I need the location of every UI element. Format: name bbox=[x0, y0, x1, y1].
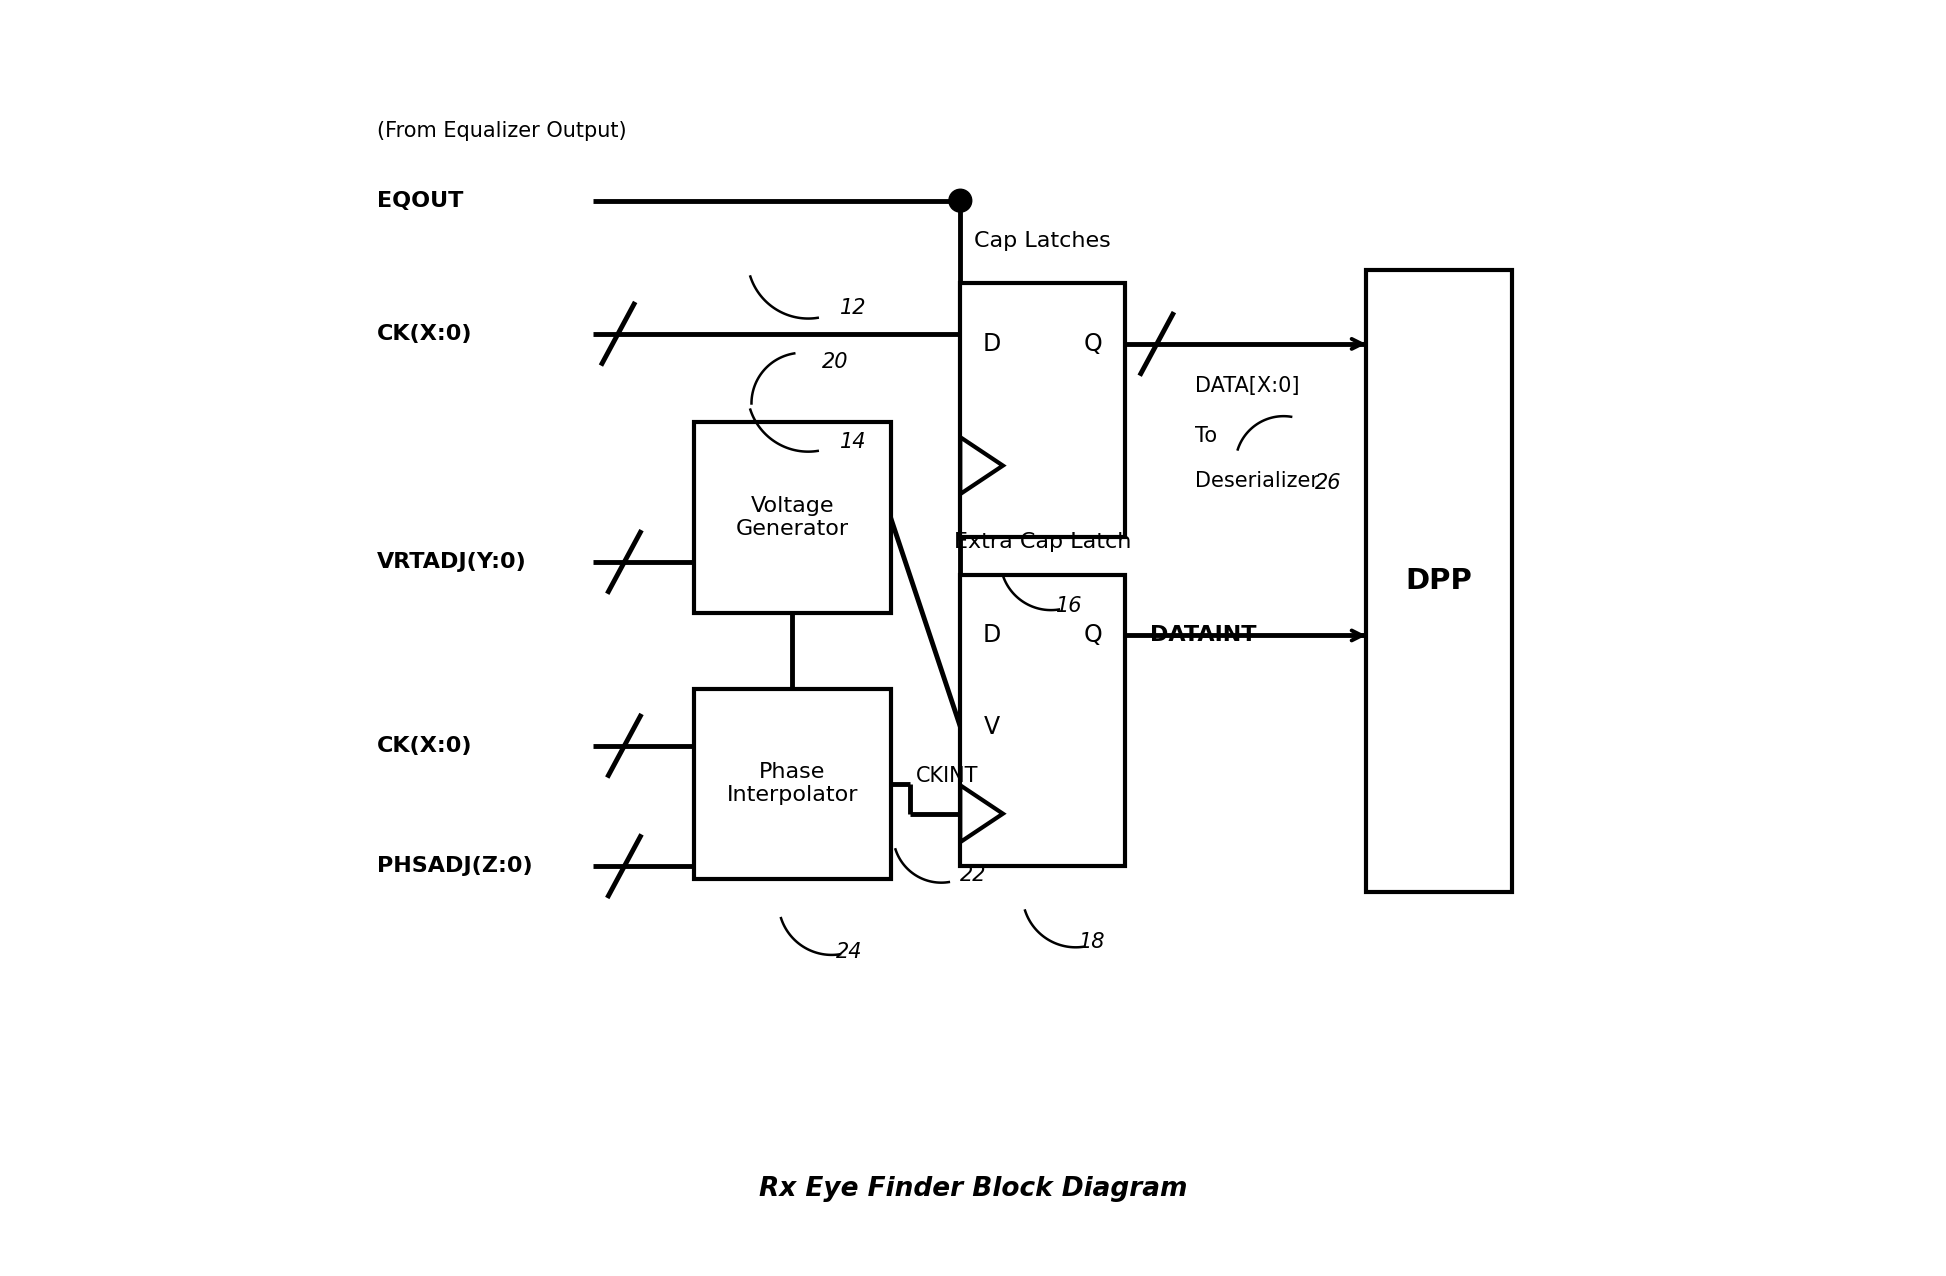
Bar bbox=[1366, 271, 1512, 892]
Text: V: V bbox=[985, 715, 1000, 739]
Text: Q: Q bbox=[1084, 332, 1103, 356]
Text: 16: 16 bbox=[1057, 596, 1082, 616]
Text: 22: 22 bbox=[959, 865, 987, 886]
Text: D: D bbox=[983, 624, 1000, 647]
Text: EQOUT: EQOUT bbox=[378, 190, 463, 211]
Bar bbox=[959, 283, 1125, 537]
Text: (From Equalizer Output): (From Equalizer Output) bbox=[378, 121, 627, 140]
Polygon shape bbox=[959, 785, 1002, 842]
Text: 26: 26 bbox=[1315, 473, 1343, 494]
Text: CKINT: CKINT bbox=[917, 766, 979, 786]
Text: To: To bbox=[1195, 426, 1216, 447]
Text: CK(X:0): CK(X:0) bbox=[378, 324, 473, 343]
Text: CK(X:0): CK(X:0) bbox=[378, 736, 473, 755]
Bar bbox=[695, 689, 891, 879]
Text: DPP: DPP bbox=[1405, 567, 1473, 595]
Text: 24: 24 bbox=[835, 943, 862, 962]
Text: PHSADJ(Z:0): PHSADJ(Z:0) bbox=[378, 856, 533, 877]
Text: DATAINT: DATAINT bbox=[1150, 625, 1257, 646]
Circle shape bbox=[950, 189, 971, 212]
Text: Deserializer: Deserializer bbox=[1195, 471, 1319, 491]
Text: Q: Q bbox=[1084, 624, 1103, 647]
Text: Phase
Interpolator: Phase Interpolator bbox=[726, 762, 858, 805]
Text: Extra Cap Latch: Extra Cap Latch bbox=[954, 532, 1131, 551]
Text: Voltage
Generator: Voltage Generator bbox=[736, 496, 848, 540]
Text: 18: 18 bbox=[1078, 933, 1105, 952]
Text: 14: 14 bbox=[841, 431, 866, 452]
Text: VRTADJ(Y:0): VRTADJ(Y:0) bbox=[378, 553, 527, 572]
Bar bbox=[695, 422, 891, 612]
Text: Rx Eye Finder Block Diagram: Rx Eye Finder Block Diagram bbox=[759, 1176, 1187, 1202]
Text: DATA[X:0]: DATA[X:0] bbox=[1195, 375, 1300, 396]
Text: Cap Latches: Cap Latches bbox=[975, 231, 1111, 251]
Text: 20: 20 bbox=[821, 352, 848, 371]
Bar bbox=[959, 574, 1125, 866]
Text: D: D bbox=[983, 332, 1000, 356]
Text: 12: 12 bbox=[841, 299, 866, 319]
Polygon shape bbox=[959, 438, 1002, 494]
